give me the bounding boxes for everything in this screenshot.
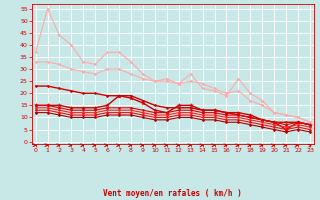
Text: Vent moyen/en rafales ( km/h ): Vent moyen/en rafales ( km/h )	[103, 189, 242, 198]
